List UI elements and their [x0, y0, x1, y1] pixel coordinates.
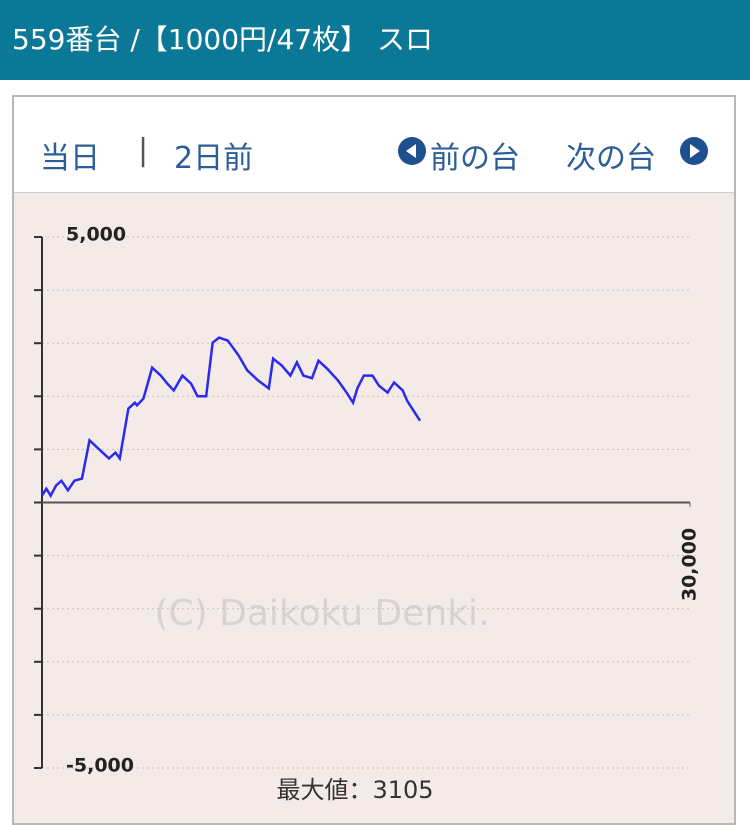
y-tick-label: -5,000: [66, 755, 134, 777]
watermark: (C) Daikoku Denki.: [154, 593, 489, 634]
next-icon[interactable]: [680, 137, 708, 165]
prev-link[interactable]: 前の台: [430, 141, 520, 176]
arrow: [690, 144, 700, 158]
max-value: 最大値：3105: [276, 776, 433, 804]
data-line: [40, 336, 422, 499]
y-tick-label: 5,000: [66, 224, 126, 246]
header: 559番台 /【1000円/47枚】 スロ: [0, 0, 750, 80]
arrow: [406, 144, 416, 158]
x-tick-label: 30,000: [679, 528, 701, 601]
next-link[interactable]: 次の台: [566, 141, 656, 176]
two-days-link[interactable]: 2日前: [174, 141, 254, 176]
title: 559番台 /【1000円/47枚】 スロ: [12, 23, 433, 56]
nav: 当日 | 2日前 前の台 次の台: [14, 97, 734, 193]
separator: |: [138, 133, 149, 168]
panel: 当日 | 2日前 前の台 次の台: [12, 95, 736, 825]
prev-icon[interactable]: [398, 137, 426, 165]
today-link[interactable]: 当日: [40, 141, 100, 176]
